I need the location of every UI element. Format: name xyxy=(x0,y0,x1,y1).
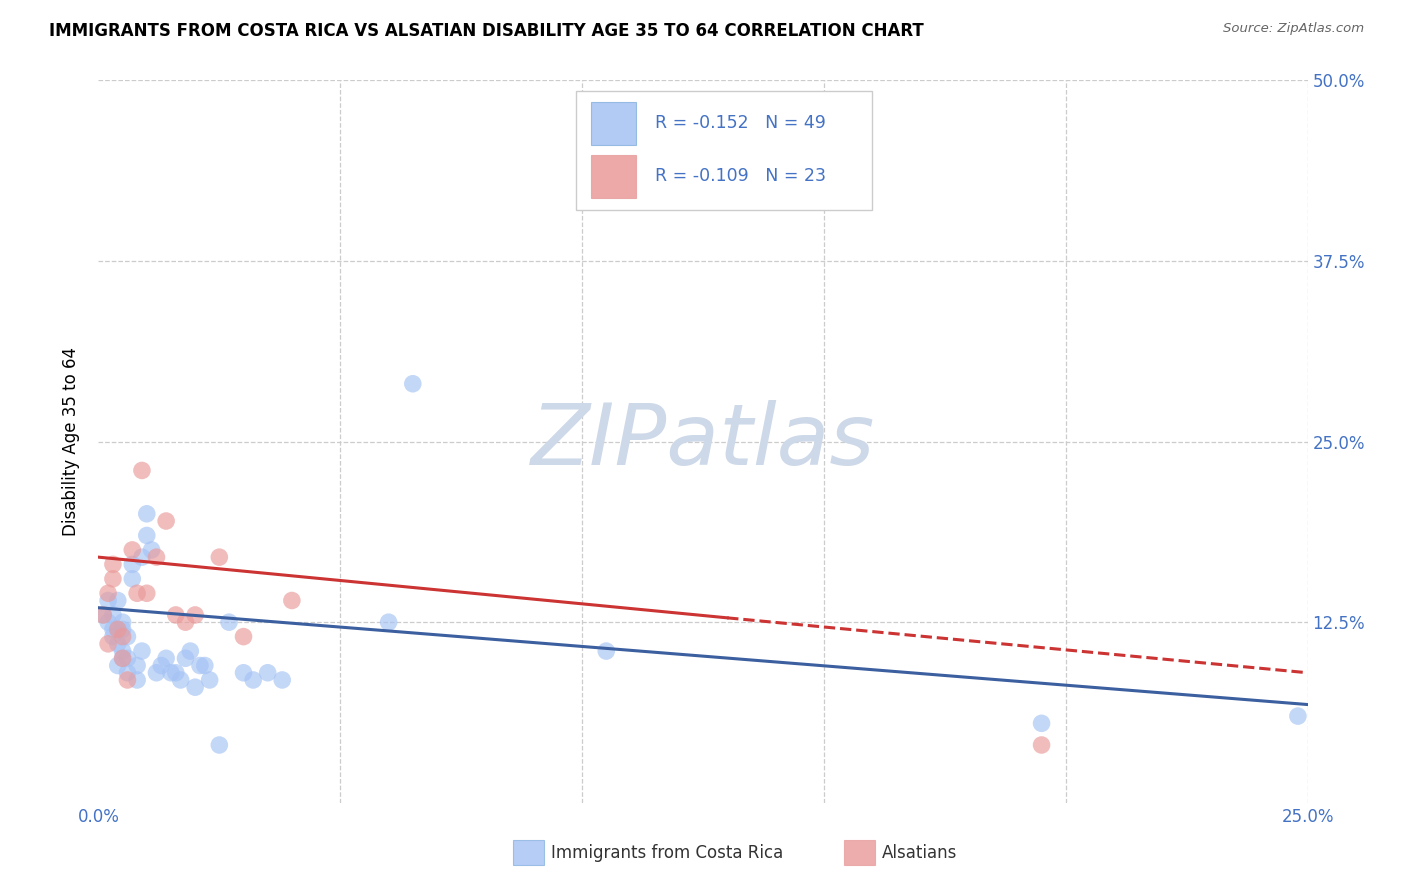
Point xyxy=(127,658,149,673)
Point xyxy=(107,593,129,607)
Point xyxy=(232,630,254,644)
FancyBboxPatch shape xyxy=(591,154,637,198)
Text: R = -0.109   N = 23: R = -0.109 N = 23 xyxy=(655,167,825,185)
Point xyxy=(160,665,183,680)
Point xyxy=(91,607,114,622)
Point xyxy=(111,651,134,665)
Point xyxy=(208,738,231,752)
Point xyxy=(1031,716,1053,731)
Point xyxy=(135,528,157,542)
Point xyxy=(111,644,134,658)
Point xyxy=(97,586,120,600)
Text: R = -0.152   N = 49: R = -0.152 N = 49 xyxy=(655,114,825,132)
Point xyxy=(232,665,254,680)
FancyBboxPatch shape xyxy=(576,91,872,211)
Text: Source: ZipAtlas.com: Source: ZipAtlas.com xyxy=(1223,22,1364,36)
Text: Immigrants from Costa Rica: Immigrants from Costa Rica xyxy=(551,844,783,862)
Point xyxy=(107,658,129,673)
Point xyxy=(97,615,120,630)
Point xyxy=(256,665,278,680)
Point xyxy=(117,665,139,680)
Point xyxy=(188,658,211,673)
Point xyxy=(91,607,114,622)
Point xyxy=(121,558,143,572)
Point xyxy=(184,680,207,694)
Point xyxy=(155,514,177,528)
Point xyxy=(198,673,221,687)
Point xyxy=(377,615,399,630)
Point xyxy=(402,376,425,391)
Point xyxy=(271,673,294,687)
Point xyxy=(169,673,191,687)
Text: ZIPatlas: ZIPatlas xyxy=(531,400,875,483)
Point xyxy=(131,644,153,658)
Point xyxy=(117,651,139,665)
Point xyxy=(111,615,134,630)
Point xyxy=(101,558,124,572)
Y-axis label: Disability Age 35 to 64: Disability Age 35 to 64 xyxy=(62,347,80,536)
Point xyxy=(101,572,124,586)
Point xyxy=(107,623,129,637)
Point xyxy=(127,673,149,687)
Point xyxy=(218,615,240,630)
Point xyxy=(208,550,231,565)
FancyBboxPatch shape xyxy=(591,102,637,145)
Point xyxy=(716,182,738,196)
Point xyxy=(131,463,153,477)
Point xyxy=(101,630,124,644)
Point xyxy=(107,637,129,651)
Point xyxy=(174,615,197,630)
Point xyxy=(111,623,134,637)
Point xyxy=(242,673,264,687)
Point xyxy=(101,623,124,637)
Point xyxy=(127,586,149,600)
Point xyxy=(179,644,201,658)
Text: IMMIGRANTS FROM COSTA RICA VS ALSATIAN DISABILITY AGE 35 TO 64 CORRELATION CHART: IMMIGRANTS FROM COSTA RICA VS ALSATIAN D… xyxy=(49,22,924,40)
Point xyxy=(194,658,217,673)
Point xyxy=(135,586,157,600)
Point xyxy=(117,630,139,644)
Point xyxy=(595,644,617,658)
Point xyxy=(97,637,120,651)
Point xyxy=(117,673,139,687)
Point xyxy=(135,507,157,521)
Point xyxy=(131,550,153,565)
Point xyxy=(155,651,177,665)
Point xyxy=(111,630,134,644)
Point xyxy=(101,607,124,622)
Point xyxy=(145,665,167,680)
Point xyxy=(1031,738,1053,752)
Point xyxy=(1286,709,1309,723)
Text: Alsatians: Alsatians xyxy=(882,844,957,862)
Point xyxy=(281,593,304,607)
Point xyxy=(145,550,167,565)
Point xyxy=(150,658,173,673)
Point xyxy=(97,593,120,607)
Point xyxy=(184,607,207,622)
Point xyxy=(121,572,143,586)
Point xyxy=(107,623,129,637)
Point xyxy=(174,651,197,665)
Point xyxy=(165,607,187,622)
Point xyxy=(111,651,134,665)
Point xyxy=(121,542,143,557)
Point xyxy=(141,542,163,557)
Point xyxy=(165,665,187,680)
